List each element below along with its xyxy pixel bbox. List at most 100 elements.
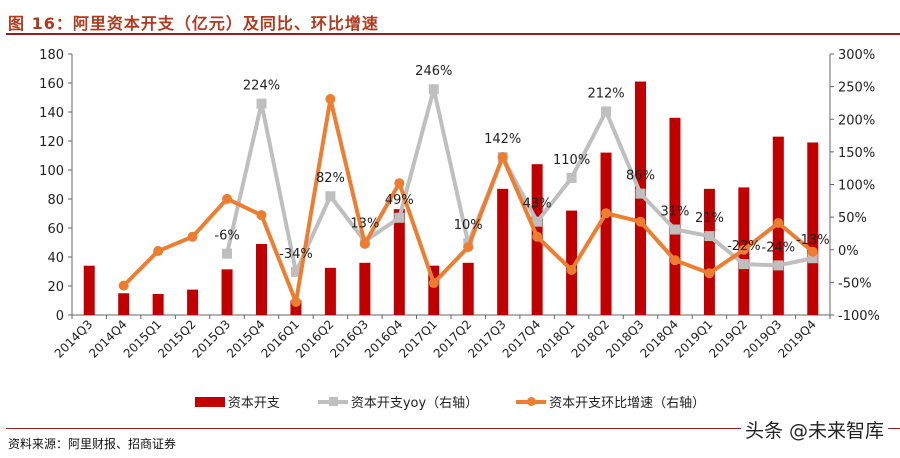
right-tick-label: 250% (838, 81, 875, 96)
right-tick-label: -100% (838, 309, 880, 324)
qoq-marker (704, 268, 715, 279)
yoy-data-label: 246% (415, 64, 452, 79)
qoq-marker (256, 210, 267, 221)
qoq-marker (359, 238, 370, 249)
yoy-data-label: 212% (587, 86, 624, 101)
qoq-marker (773, 217, 784, 228)
qoq-marker (153, 246, 164, 257)
legend-label: 资本开支 (227, 396, 280, 411)
left-tick-label: 40 (47, 251, 64, 266)
qoq-marker (807, 246, 818, 257)
title-divider (6, 33, 900, 35)
yoy-data-label: 10% (454, 218, 483, 233)
qoq-marker (532, 231, 543, 242)
bar-capex (152, 293, 164, 315)
source-note: 资料来源：阿里财报、招商证券 (8, 437, 177, 451)
yoy-data-label: -13% (796, 233, 830, 248)
left-tick-label: 180 (39, 48, 64, 63)
yoy-marker (532, 216, 543, 227)
bar-capex (428, 265, 440, 315)
yoy-marker (222, 248, 233, 259)
yoy-marker (566, 172, 577, 183)
yoy-marker (704, 231, 715, 242)
yoy-data-label: -24% (762, 240, 796, 255)
qoq-marker (118, 280, 129, 291)
right-tick-label: 50% (838, 211, 867, 226)
qoq-marker (325, 94, 336, 105)
bar-capex (497, 188, 509, 315)
bar-capex (187, 289, 199, 315)
yoy-marker (773, 260, 784, 271)
yoy-data-label: 86% (626, 169, 655, 184)
right-tick-label: 100% (838, 179, 875, 194)
right-tick-label: 300% (838, 48, 875, 63)
yoy-marker (256, 98, 267, 109)
yoy-marker (807, 253, 818, 264)
bar-capex (118, 293, 130, 315)
footer-divider (6, 428, 900, 429)
bar-capex (393, 209, 405, 315)
bar-capex (703, 188, 715, 315)
left-tick-label: 100 (39, 164, 64, 179)
yoy-marker (325, 191, 336, 202)
bar-capex (462, 262, 474, 315)
legend: 资本开支 资本开支yoy（右轴） 资本开支环比增速（右轴） (0, 392, 900, 411)
qoq-marker (601, 208, 612, 219)
qoq-marker (635, 216, 646, 227)
right-tick-label: 0% (838, 244, 859, 259)
bar-capex (83, 265, 95, 315)
yoy-data-label: 142% (484, 132, 521, 147)
bar-capex (566, 210, 578, 315)
yoy-marker (428, 84, 439, 95)
legend-item-capex: 资本开支 (194, 392, 280, 411)
yoy-data-label: 31% (661, 205, 690, 220)
yoy-marker (738, 259, 749, 270)
right-tick-label: 200% (838, 113, 875, 128)
left-tick-label: 60 (47, 222, 64, 237)
bar-capex (256, 243, 267, 315)
watermark: 头条 @未来智库 (740, 416, 888, 443)
yoy-marker (601, 106, 612, 117)
qoq-marker (222, 193, 233, 204)
qoq-marker (669, 255, 680, 266)
left-tick-label: 20 (47, 280, 64, 295)
yoy-data-label: 110% (553, 153, 590, 168)
yoy-data-label: 224% (243, 79, 280, 94)
yoy-marker (635, 188, 646, 199)
yoy-marker (290, 266, 301, 277)
yoy-line (225, 87, 814, 274)
right-tick-label: -50% (838, 276, 872, 291)
qoq-marker (463, 242, 474, 253)
qoq-marker (428, 278, 439, 289)
left-tick-label: 140 (39, 106, 64, 121)
legend-item-yoy: 资本开支yoy（右轴） (317, 392, 479, 411)
qoq-marker (566, 264, 577, 275)
yoy-data-label: 82% (316, 171, 345, 186)
left-tick-label: 80 (47, 193, 64, 208)
legend-swatch-line-orange (516, 396, 547, 406)
yoy-marker (394, 212, 405, 223)
yoy-data-label: -6% (214, 229, 239, 244)
yoy-data-label: 21% (695, 211, 724, 226)
bar-capex (359, 262, 371, 315)
bar-capex (807, 142, 819, 315)
qoq-marker (738, 244, 749, 255)
bar-capex (600, 152, 612, 315)
capex-chart: 0 20 40 60 80 100 120 140 160 180 -100% -50% 0% 50% 10… (39, 48, 880, 361)
right-tick-label: 150% (838, 146, 875, 161)
legend-swatch-bar (194, 396, 225, 407)
qoq-marker (394, 178, 405, 189)
yoy-data-label: 43% (523, 197, 552, 212)
yoy-marker (669, 224, 680, 235)
bar-capex (290, 300, 302, 315)
legend-swatch-line-gray (317, 396, 348, 406)
qoq-marker (187, 231, 198, 242)
legend-label: 资本开支yoy（右轴） (350, 396, 479, 411)
yoy-data-label: 13% (350, 216, 379, 231)
bar-capex (221, 269, 233, 315)
left-tick-label: 0 (56, 309, 64, 324)
legend-label: 资本开支环比增速（右轴） (549, 396, 706, 411)
figure-title: 图 16：阿里资本开支（亿元）及同比、环比增速 (8, 14, 379, 33)
qoq-marker (290, 296, 301, 307)
yoy-data-label: 49% (385, 193, 414, 208)
